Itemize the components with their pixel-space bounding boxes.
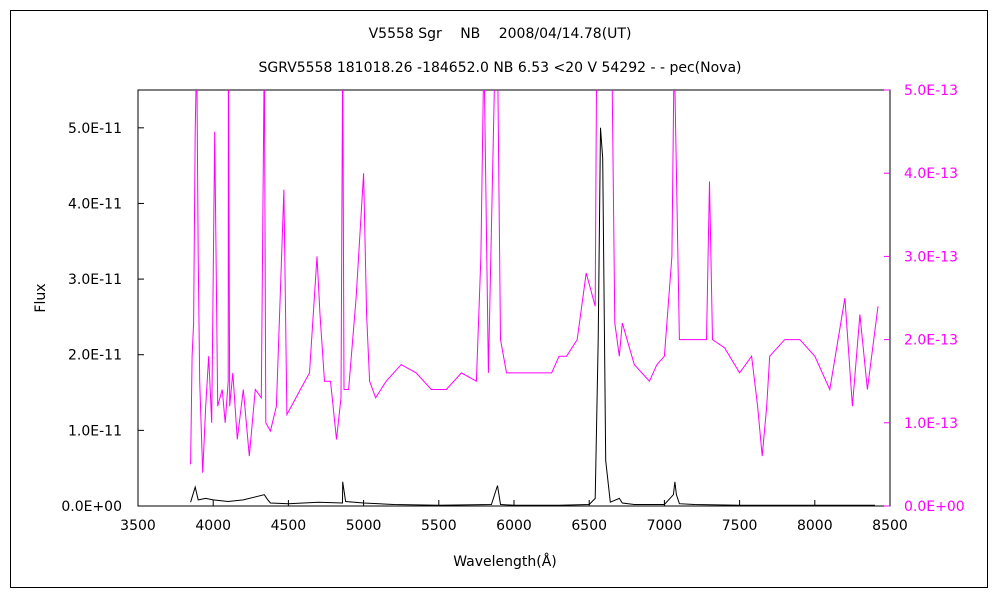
x-tick-label: 7000 (647, 518, 683, 534)
y-right-tick-label: 1.0E-13 (904, 416, 958, 432)
y-right-tick-label: 3.0E-13 (904, 249, 958, 265)
y-left-tick-label: 1.0E-11 (68, 423, 122, 439)
x-axis-label: Wavelength(Å) (453, 553, 557, 570)
y-right-tick-label: 0.0E+00 (904, 499, 965, 515)
x-tick-label: 8500 (872, 518, 908, 534)
x-tick-label: 3500 (120, 518, 156, 534)
chart-title: V5558 Sgr NB 2008/04/14.78(UT) (369, 26, 632, 42)
y-left-tick-label: 5.0E-11 (68, 121, 122, 137)
spectrum-line-magenta (190, 90, 879, 473)
y-left-tick-label: 2.0E-11 (68, 348, 122, 364)
y-left-tick-label: 0.0E+00 (61, 499, 122, 515)
y-left-tick-label: 4.0E-11 (68, 196, 122, 212)
x-tick-label: 8000 (797, 518, 833, 534)
chart-frame (10, 10, 988, 588)
y-right-tick-label: 2.0E-13 (904, 333, 958, 349)
y-left-tick-label: 3.0E-11 (68, 272, 122, 288)
y-right-tick-label: 4.0E-13 (904, 166, 958, 182)
x-tick-label: 4000 (195, 518, 231, 534)
x-tick-label: 6500 (571, 518, 607, 534)
y-axis-label: Flux (33, 283, 49, 312)
y-right-tick-label: 5.0E-13 (904, 83, 958, 99)
spectrum-line-black (190, 127, 875, 506)
series-layer (190, 90, 879, 506)
ticks-layer: 3500 4000 4500 5000 5500 6000 6500 7000 7500 8000… (61, 83, 964, 534)
x-tick-label: 5500 (421, 518, 457, 534)
x-tick-label: 5000 (346, 518, 382, 534)
x-tick-label: 6000 (496, 518, 532, 534)
chart-subtitle: SGRV5558 181018.26 -184652.0 NB 6.53 <20… (259, 60, 742, 76)
x-tick-label: 7500 (722, 518, 758, 534)
x-tick-label: 4500 (271, 518, 307, 534)
